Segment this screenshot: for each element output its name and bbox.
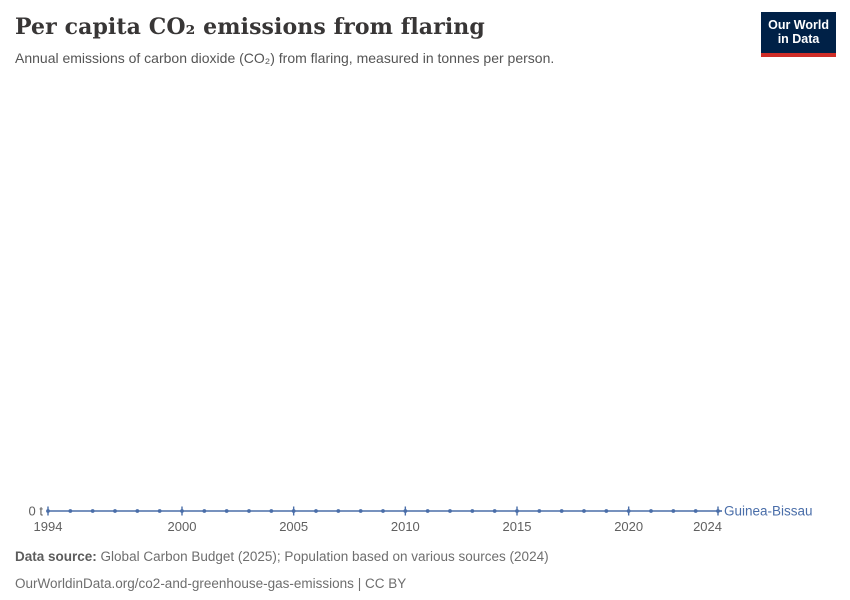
x-axis-tick-label: 1994 [34,519,63,534]
data-point [537,509,542,513]
data-point [269,509,274,513]
plot-svg: 1994 2000 2005 2010 2015 2020 2024 0 t Guinea-… [29,504,813,535]
data-point [381,509,385,513]
data-point [247,509,251,513]
data-point [604,509,609,513]
data-point [693,509,698,513]
data-point [291,509,296,513]
data-point [448,509,452,513]
owid-logo-line1: Our World [768,18,829,32]
data-point [113,509,117,513]
y-axis-zero-label: 0 t [29,504,44,519]
data-point [492,509,497,513]
data-point [671,509,676,513]
chart-subtitle: Annual emissions of carbon dioxide (CO₂)… [15,49,555,66]
chart-footer: Data source: Global Carbon Budget (2025)… [15,547,835,595]
data-point [46,509,50,513]
data-point [358,509,363,513]
data-point [582,509,586,513]
series-label-guinea-bissau[interactable]: Guinea-Bissau [724,504,813,519]
chart-header: Per capita CO₂ emissions from flaring An… [15,14,715,67]
owid-logo[interactable]: Our World in Data [761,12,836,57]
data-point [649,509,653,513]
x-axis-tick-label: 2015 [503,519,532,534]
data-point [716,509,720,513]
data-source-label: Data source: [15,549,97,564]
data-point [515,509,519,513]
license-line: OurWorldinData.org/co2-and-greenhouse-ga… [15,574,835,595]
x-axis-tick-label: 2020 [614,519,643,534]
owid-logo-line2: in Data [777,32,820,47]
data-point [180,509,184,513]
data-point [202,509,207,513]
data-point [68,509,73,513]
data-point [336,509,341,513]
data-point [135,509,140,513]
license-separator: | [357,575,362,591]
x-axis-tick-label: 2024 [693,519,722,534]
data-point [626,509,631,513]
chart-title: Per capita CO₂ emissions from flaring [15,14,485,40]
data-point [425,509,430,513]
x-axis-tick-label: 2010 [391,519,420,534]
data-point [314,509,318,513]
x-axis-tick-label: 2005 [279,519,308,534]
owid-url-link[interactable]: OurWorldinData.org/co2-and-greenhouse-ga… [15,575,354,591]
data-source-line: Data source: Global Carbon Budget (2025)… [15,547,835,568]
data-point [157,509,162,513]
x-axis-tick-label: 2000 [168,519,197,534]
data-point [403,509,408,513]
data-source-text: Global Carbon Budget (2025); Population … [100,549,549,564]
data-point [559,509,564,513]
data-point [470,509,475,513]
line-chart: 1994 2000 2005 2010 2015 2020 2024 0 t Guinea-… [0,80,850,550]
data-point [224,509,229,513]
license-label: CC BY [364,575,407,591]
data-point [90,509,95,513]
